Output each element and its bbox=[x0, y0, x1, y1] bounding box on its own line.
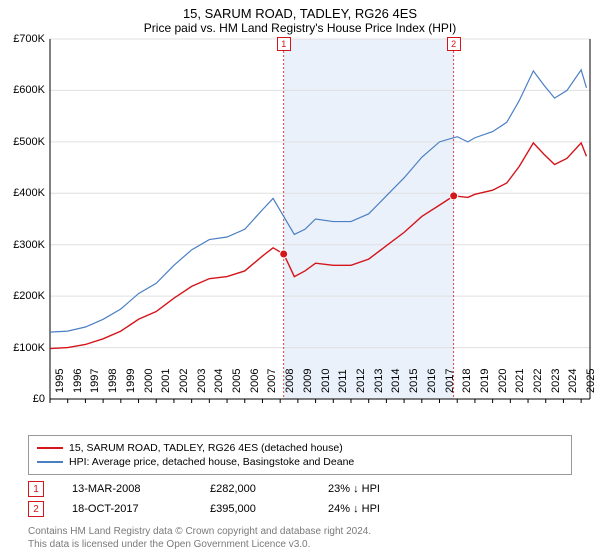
y-axis-label: £600K bbox=[0, 84, 45, 96]
legend-swatch bbox=[37, 447, 63, 449]
y-axis-label: £400K bbox=[0, 187, 45, 199]
x-axis-label: 2017 bbox=[444, 369, 456, 393]
license-line-1: Contains HM Land Registry data © Crown c… bbox=[28, 525, 572, 538]
sale-date: 18-OCT-2017 bbox=[72, 503, 182, 515]
x-axis-label: 2004 bbox=[213, 369, 225, 393]
sale-number-box: 2 bbox=[28, 501, 44, 517]
x-axis-label: 2006 bbox=[249, 369, 261, 393]
x-axis-label: 2020 bbox=[497, 369, 509, 393]
y-axis-label: £500K bbox=[0, 136, 45, 148]
page-subtitle: Price paid vs. HM Land Registry's House … bbox=[0, 21, 600, 39]
x-axis-label: 2024 bbox=[567, 369, 579, 393]
legend: 15, SARUM ROAD, TADLEY, RG26 4ES (detach… bbox=[28, 435, 572, 475]
legend-label: 15, SARUM ROAD, TADLEY, RG26 4ES (detach… bbox=[69, 442, 343, 454]
sale-number-box: 1 bbox=[28, 481, 44, 497]
x-axis-label: 2002 bbox=[178, 369, 190, 393]
legend-label: HPI: Average price, detached house, Basi… bbox=[69, 456, 354, 468]
sale-price: £395,000 bbox=[210, 503, 300, 515]
license-text: Contains HM Land Registry data © Crown c… bbox=[28, 525, 572, 551]
x-axis-label: 2009 bbox=[302, 369, 314, 393]
x-axis-label: 1996 bbox=[72, 369, 84, 393]
sale-pct: 24% ↓ HPI bbox=[328, 503, 380, 515]
y-axis-label: £100K bbox=[0, 342, 45, 354]
x-axis-label: 2007 bbox=[266, 369, 278, 393]
sale-price: £282,000 bbox=[210, 483, 300, 495]
x-axis-label: 2021 bbox=[514, 369, 526, 393]
x-axis-label: 2019 bbox=[479, 369, 491, 393]
x-axis-label: 2014 bbox=[390, 369, 402, 393]
x-axis-label: 1995 bbox=[54, 369, 66, 393]
sale-pct: 23% ↓ HPI bbox=[328, 483, 380, 495]
sale-date: 13-MAR-2008 bbox=[72, 483, 182, 495]
x-axis-label: 1997 bbox=[89, 369, 101, 393]
x-axis-label: 2012 bbox=[355, 369, 367, 393]
price-chart: £0£100K£200K£300K£400K£500K£600K£700K199… bbox=[50, 39, 590, 399]
x-axis-label: 2001 bbox=[160, 369, 172, 393]
x-axis-label: 1999 bbox=[125, 369, 137, 393]
sales-table: 1 13-MAR-2008 £282,000 23% ↓ HPI 2 18-OCT-201… bbox=[28, 481, 572, 517]
page-title: 15, SARUM ROAD, TADLEY, RG26 4ES bbox=[0, 0, 600, 21]
x-axis-label: 2022 bbox=[532, 369, 544, 393]
x-axis-label: 2025 bbox=[585, 369, 597, 393]
sale-row: 2 18-OCT-2017 £395,000 24% ↓ HPI bbox=[28, 501, 572, 517]
y-axis-label: £200K bbox=[0, 290, 45, 302]
x-axis-label: 2018 bbox=[461, 369, 473, 393]
legend-item: 15, SARUM ROAD, TADLEY, RG26 4ES (detach… bbox=[37, 442, 563, 454]
y-axis-label: £700K bbox=[0, 33, 45, 45]
x-axis-label: 2005 bbox=[231, 369, 243, 393]
x-axis-label: 2016 bbox=[426, 369, 438, 393]
sale-row: 1 13-MAR-2008 £282,000 23% ↓ HPI bbox=[28, 481, 572, 497]
x-axis-label: 2011 bbox=[337, 369, 349, 393]
x-axis-label: 2023 bbox=[550, 369, 562, 393]
y-axis-label: £300K bbox=[0, 239, 45, 251]
sale-marker-box: 2 bbox=[447, 37, 461, 51]
x-axis-label: 2015 bbox=[408, 369, 420, 393]
y-axis-label: £0 bbox=[0, 393, 45, 405]
x-axis-label: 2000 bbox=[143, 369, 155, 393]
legend-item: HPI: Average price, detached house, Basi… bbox=[37, 456, 563, 468]
x-axis-label: 2010 bbox=[320, 369, 332, 393]
license-line-2: This data is licensed under the Open Gov… bbox=[28, 538, 572, 551]
sale-marker-box: 1 bbox=[277, 37, 291, 51]
legend-swatch bbox=[37, 461, 63, 463]
x-axis-label: 1998 bbox=[107, 369, 119, 393]
x-axis-label: 2013 bbox=[373, 369, 385, 393]
x-axis-label: 2008 bbox=[284, 369, 296, 393]
x-axis-label: 2003 bbox=[196, 369, 208, 393]
